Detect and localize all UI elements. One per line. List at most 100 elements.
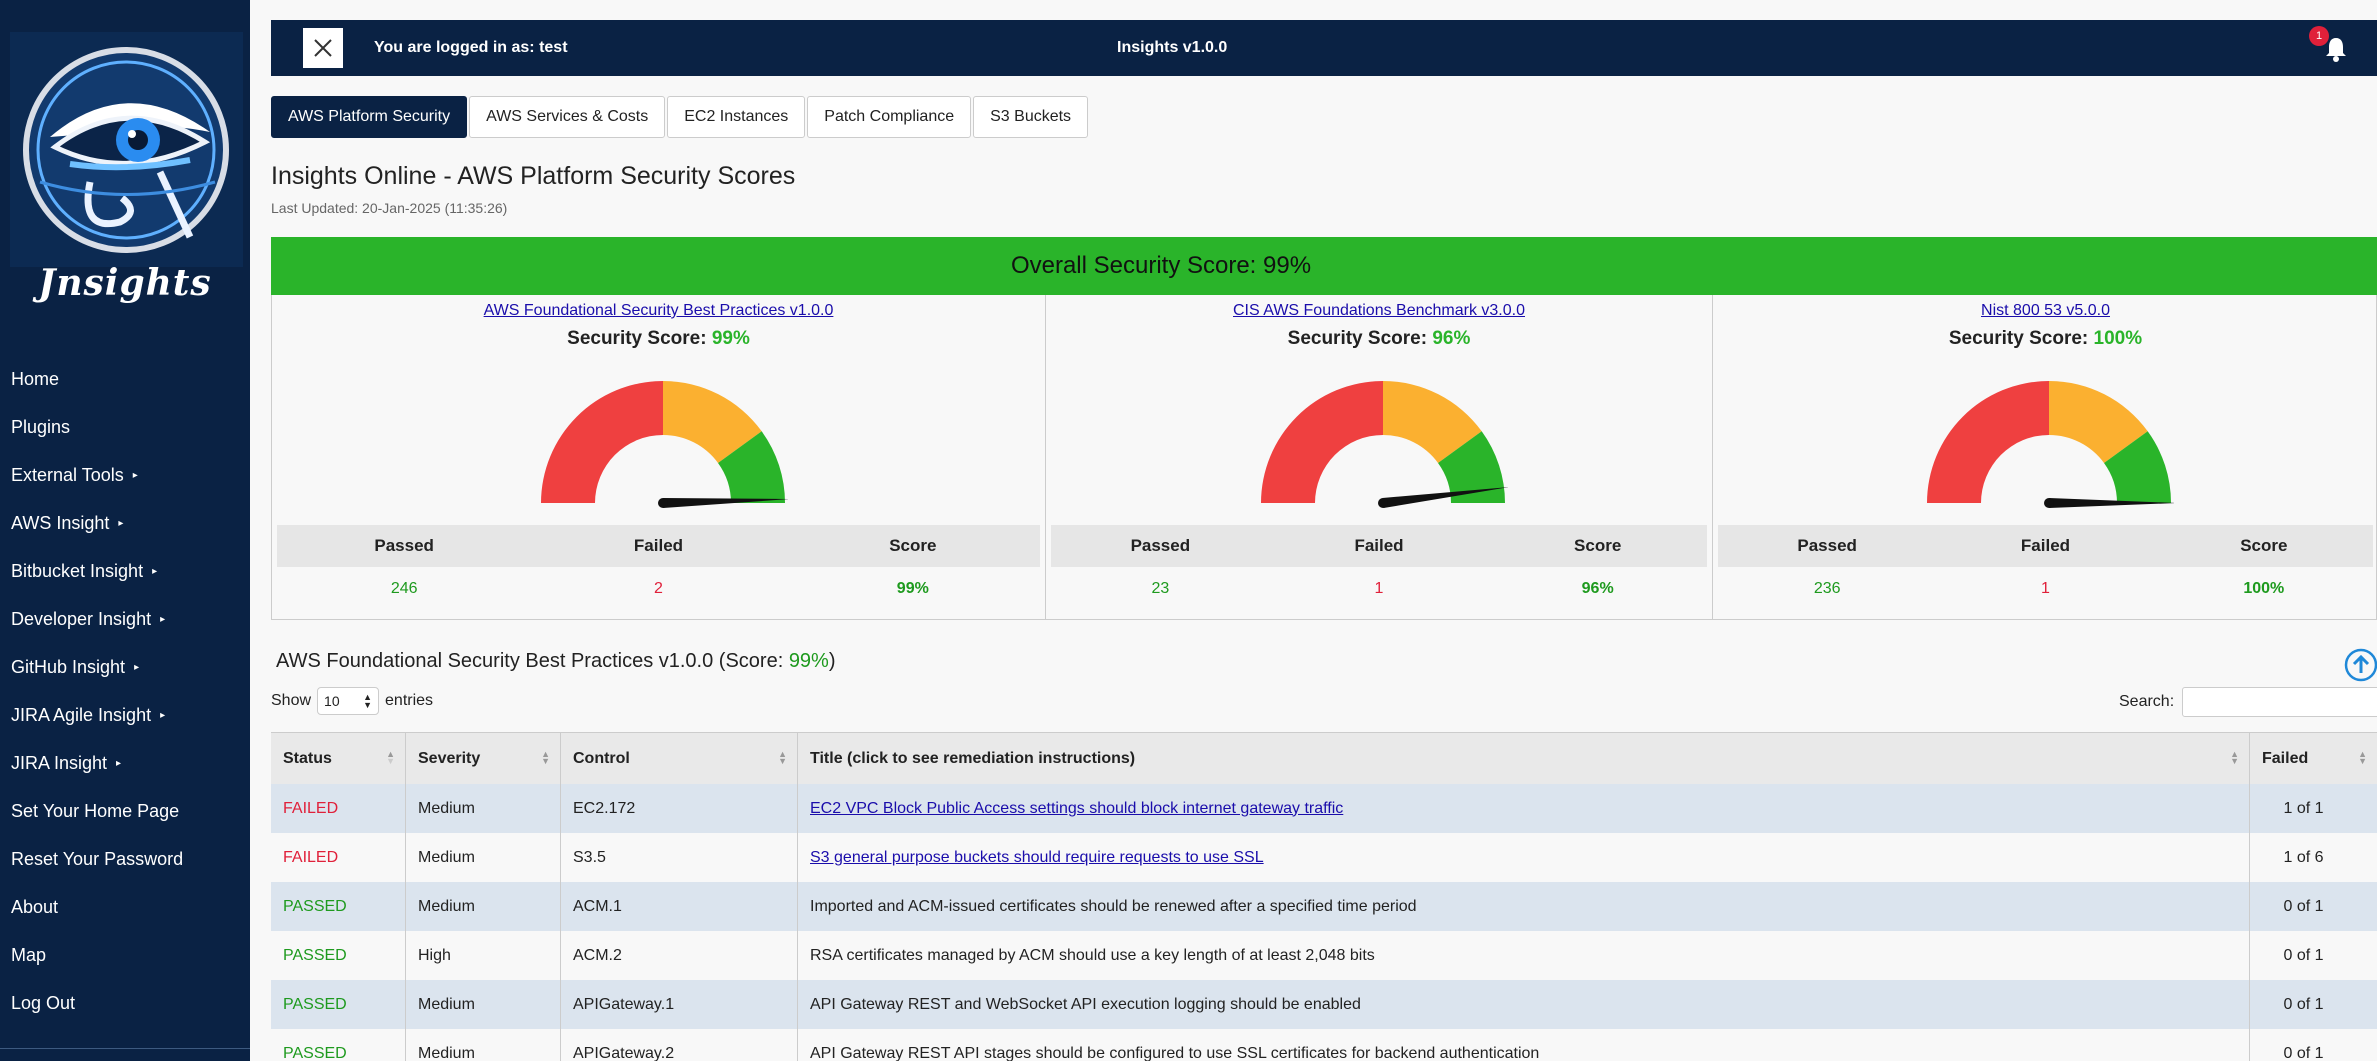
caret-right-icon: ▸ <box>134 661 140 673</box>
table-header: Status ▲ ▼ Severity ▲ ▼ Control ▲ ▼ Title (cli… <box>271 733 2377 784</box>
sidebar-item-jira-agile-insight[interactable]: JIRA Agile Insight ▸ <box>0 691 250 739</box>
gauge-green-segment <box>1438 431 1505 503</box>
failed-cell: 1 of 6 <box>2283 848 2324 866</box>
top-bar: You are logged in as: test Insights v1.0… <box>271 20 2377 76</box>
sidebar-item-plugins[interactable]: Plugins <box>0 403 250 451</box>
column-header-failed[interactable]: Failed ▲ ▼ <box>2250 733 2377 784</box>
sidebar-item-label: JIRA Insight <box>11 752 108 773</box>
sidebar-item-reset-password[interactable]: Reset Your Password <box>0 835 250 883</box>
failed-count: 1 <box>2041 580 2050 597</box>
remediation-link[interactable]: EC2 VPC Block Public Access settings sho… <box>810 799 1344 817</box>
sort-icon: ▲ ▼ <box>778 749 787 766</box>
sidebar-item-set-home-page[interactable]: Set Your Home Page <box>0 787 250 835</box>
title-cell[interactable]: Imported and ACM-issued certificates sho… <box>798 882 2250 931</box>
score-header: Score <box>1574 536 1622 555</box>
title-cell[interactable]: API Gateway REST API stages should be co… <box>798 1029 2250 1061</box>
table-row: PASSED Medium APIGateway.2 API Gateway R… <box>271 1029 2377 1061</box>
caret-right-icon: ▸ <box>132 469 138 481</box>
table-row: PASSED Medium ACM.1 Imported and ACM-iss… <box>271 882 2377 931</box>
section-title: AWS Foundational Security Best Practices… <box>276 650 836 673</box>
title-cell[interactable]: RSA certificates managed by ACM should u… <box>798 931 2250 980</box>
column-header-title[interactable]: Title (click to see remediation instruct… <box>798 733 2250 784</box>
tab-aws-platform-security[interactable]: AWS Platform Security <box>271 96 468 138</box>
tab-s3-buckets[interactable]: S3 Buckets <box>973 96 1089 138</box>
security-score-label: Security Score: <box>1287 328 1428 349</box>
column-label: Title (click to see remediation instruct… <box>810 749 1136 767</box>
sidebar-item-label: Developer Insight <box>11 608 152 629</box>
failed-cell: 0 of 1 <box>2283 897 2324 915</box>
control-cell: APIGateway.2 <box>561 1029 798 1061</box>
security-score-label: Security Score: <box>567 328 707 349</box>
security-score-value: 99% <box>711 328 750 349</box>
tab-aws-services-costs[interactable]: AWS Services & Costs <box>469 96 666 138</box>
sidebar-item-jira-insight[interactable]: JIRA Insight ▸ <box>0 739 250 787</box>
sidebar-item-bitbucket-insight[interactable]: Bitbucket Insight ▸ <box>0 547 250 595</box>
sidebar-item-external-tools[interactable]: External Tools ▸ <box>0 451 250 499</box>
sidebar-item-aws-insight[interactable]: AWS Insight ▸ <box>0 499 250 547</box>
severity-cell: Medium <box>406 980 561 1029</box>
sidebar-item-label: Map <box>11 944 47 965</box>
sidebar-item-log-out[interactable]: Log Out <box>0 979 250 1027</box>
score-cards: AWS Foundational Security Best Practices… <box>271 295 2377 620</box>
sidebar-item-label: External Tools <box>11 464 124 485</box>
table-row: FAILED Medium S3.5 S3 general purpose bu… <box>271 833 2377 882</box>
app-logo[interactable] <box>10 32 243 267</box>
title-cell[interactable]: API Gateway REST and WebSocket API execu… <box>798 980 2250 1029</box>
standard-link[interactable]: CIS AWS Foundations Benchmark v3.0.0 <box>1233 302 1525 319</box>
section-title-suffix: ) <box>828 650 836 672</box>
gauge-chart <box>1261 381 1508 508</box>
sidebar-item-map[interactable]: Map <box>0 931 250 979</box>
security-score: Security Score: 99% <box>272 328 1045 350</box>
sidebar-item-github-insight[interactable]: GitHub Insight ▸ <box>0 643 250 691</box>
sidebar-item-label: GitHub Insight <box>11 656 126 677</box>
sidebar-item-label: Log Out <box>11 992 76 1013</box>
remediation-link[interactable]: S3 general purpose buckets should requir… <box>810 848 1264 866</box>
gauge-hub <box>1378 498 1388 508</box>
column-header-severity[interactable]: Severity ▲ ▼ <box>406 733 561 784</box>
sidebar-item-home[interactable]: Home <box>0 355 250 403</box>
failed-count: 2 <box>654 580 663 597</box>
entries-select[interactable]: 10 ▲ ▼ <box>317 687 380 715</box>
search-input[interactable] <box>2182 687 2377 717</box>
sort-icon: ▲ ▼ <box>2358 749 2367 766</box>
stats-table: Passed Failed Score 246 2 99% <box>277 525 1040 611</box>
severity-cell: Medium <box>406 1029 561 1061</box>
stats-row: 23 1 96% <box>1051 567 1707 611</box>
status-cell: FAILED <box>271 784 406 833</box>
gauge-green-segment <box>2104 431 2171 503</box>
standard-link[interactable]: Nist 800 53 v5.0.0 <box>1981 302 2110 319</box>
control-cell: EC2.172 <box>561 784 798 833</box>
failed-header: Failed <box>633 536 684 555</box>
tab-patch-compliance[interactable]: Patch Compliance <box>807 96 972 138</box>
tab-bar: AWS Platform Security AWS Services & Cos… <box>271 96 1089 138</box>
column-header-status[interactable]: Status ▲ ▼ <box>271 733 406 784</box>
security-score: Security Score: 96% <box>1046 328 1712 350</box>
gauge-needle <box>1382 487 1508 508</box>
sidebar-item-label: Plugins <box>11 416 71 437</box>
sidebar-item-about[interactable]: About <box>0 883 250 931</box>
close-sidebar-button[interactable] <box>303 28 343 68</box>
scroll-to-top-icon[interactable] <box>2344 648 2377 682</box>
overall-score-text: Overall Security Score: 99% <box>1010 252 1312 279</box>
tab-ec2-instances[interactable]: EC2 Instances <box>667 96 806 138</box>
sidebar-item-developer-insight[interactable]: Developer Insight ▸ <box>0 595 250 643</box>
severity-cell: Medium <box>406 784 561 833</box>
gauge-needle <box>662 498 788 508</box>
passed-count: 246 <box>390 580 418 597</box>
bell-icon[interactable] <box>2321 34 2351 64</box>
standard-link[interactable]: AWS Foundational Security Best Practices… <box>483 302 834 319</box>
column-header-control[interactable]: Control ▲ ▼ <box>561 733 798 784</box>
sidebar-item-label: AWS Insight <box>11 512 110 533</box>
status-cell: PASSED <box>271 931 406 980</box>
stats-header: Passed Failed Score <box>277 525 1040 567</box>
title-cell: EC2 VPC Block Public Access settings sho… <box>798 784 2250 833</box>
gauge-chart <box>541 381 788 508</box>
sidebar: Jnsights Home Plugins External Tools ▸ AW… <box>0 0 250 1061</box>
stats-header: Passed Failed Score <box>1051 525 1707 567</box>
column-label: Failed <box>2262 749 2309 767</box>
section-title-text: AWS Foundational Security Best Practices… <box>276 650 789 672</box>
passed-header: Passed <box>374 536 434 555</box>
show-label: Show <box>271 692 312 709</box>
control-cell: ACM.2 <box>561 931 798 980</box>
caret-right-icon: ▸ <box>116 757 122 769</box>
